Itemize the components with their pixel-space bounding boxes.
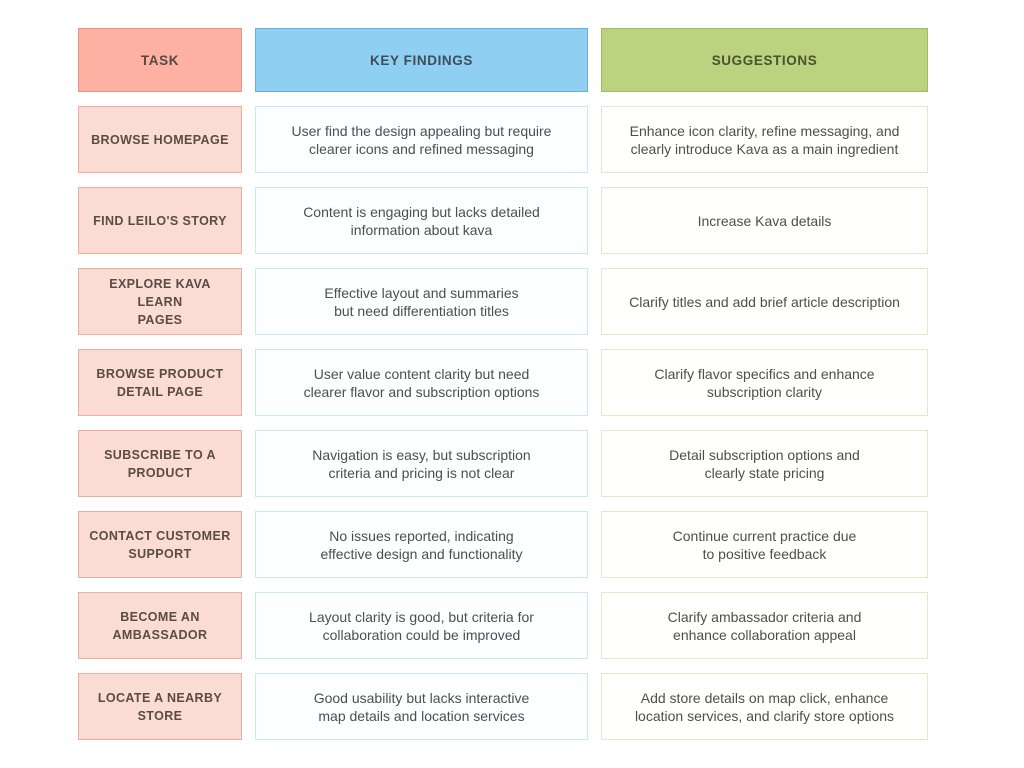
column-header-suggestions: SUGGESTIONS (601, 28, 928, 92)
task-cell-browse-homepage: BROWSE HOMEPAGE (78, 106, 242, 173)
task-cell-subscribe-to-a-product: SUBSCRIBE TO A PRODUCT (78, 430, 242, 497)
suggestion-cell-browse-product-detail-page: Clarify flavor specifics and enhance sub… (601, 349, 928, 416)
finding-cell-locate-a-nearby-store: Good usability but lacks interactive map… (255, 673, 588, 740)
task-cell-find-leilos-story: FIND LEILO'S STORY (78, 187, 242, 254)
finding-cell-explore-kava-learn-pages: Effective layout and summaries but need … (255, 268, 588, 335)
findings-table: TASK KEY FINDINGS SUGGESTIONS BROWSE HOM… (78, 28, 928, 740)
column-header-key-findings: KEY FINDINGS (255, 28, 588, 92)
task-cell-browse-product-detail-page: BROWSE PRODUCT DETAIL PAGE (78, 349, 242, 416)
suggestion-cell-subscribe-to-a-product: Detail subscription options and clearly … (601, 430, 928, 497)
task-cell-locate-a-nearby-store: LOCATE A NEARBY STORE (78, 673, 242, 740)
finding-cell-become-an-ambassador: Layout clarity is good, but criteria for… (255, 592, 588, 659)
finding-cell-browse-product-detail-page: User value content clarity but need clea… (255, 349, 588, 416)
suggestion-cell-browse-homepage: Enhance icon clarity, refine messaging, … (601, 106, 928, 173)
finding-cell-find-leilos-story: Content is engaging but lacks detailed i… (255, 187, 588, 254)
task-cell-become-an-ambassador: BECOME AN AMBASSADOR (78, 592, 242, 659)
finding-cell-subscribe-to-a-product: Navigation is easy, but subscription cri… (255, 430, 588, 497)
task-cell-contact-customer-support: CONTACT CUSTOMER SUPPORT (78, 511, 242, 578)
suggestion-cell-locate-a-nearby-store: Add store details on map click, enhance … (601, 673, 928, 740)
finding-cell-browse-homepage: User find the design appealing but requi… (255, 106, 588, 173)
suggestion-cell-become-an-ambassador: Clarify ambassador criteria and enhance … (601, 592, 928, 659)
task-cell-explore-kava-learn-pages: EXPLORE KAVA LEARN PAGES (78, 268, 242, 335)
suggestion-cell-contact-customer-support: Continue current practice due to positiv… (601, 511, 928, 578)
suggestion-cell-explore-kava-learn-pages: Clarify titles and add brief article des… (601, 268, 928, 335)
suggestion-cell-find-leilos-story: Increase Kava details (601, 187, 928, 254)
column-header-task: TASK (78, 28, 242, 92)
finding-cell-contact-customer-support: No issues reported, indicating effective… (255, 511, 588, 578)
